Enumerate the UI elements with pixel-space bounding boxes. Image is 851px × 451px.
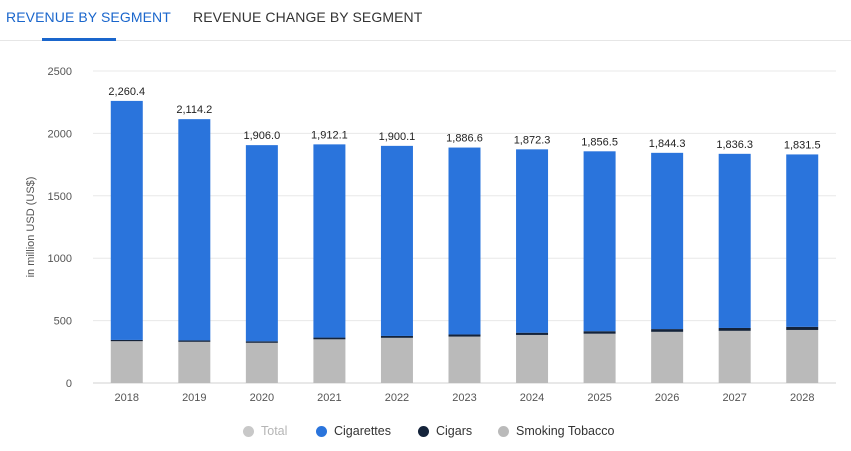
bar-cigars[interactable] <box>651 329 684 332</box>
y-tick-label: 500 <box>54 316 72 328</box>
y-tick-label: 1500 <box>48 191 72 203</box>
x-tick-label: 2024 <box>520 392 544 404</box>
x-tick-label: 2022 <box>385 392 409 404</box>
x-tick-label: 2025 <box>587 392 611 404</box>
total-data-label: 1,844.3 <box>649 138 686 150</box>
bar-cigars[interactable] <box>245 341 278 343</box>
bar-smoking-tobacco[interactable] <box>380 337 413 383</box>
legend-dot-cigars <box>418 425 429 437</box>
active-tab-indicator <box>42 38 116 41</box>
total-data-label: 2,114.2 <box>176 104 212 116</box>
bar-smoking-tobacco[interactable] <box>448 336 481 383</box>
y-tick-label: 2500 <box>48 66 72 78</box>
bar-cigarettes[interactable] <box>448 147 481 335</box>
bar-smoking-tobacco[interactable] <box>516 334 549 383</box>
total-data-label: 1,886.6 <box>446 133 483 145</box>
total-data-label: 1,912.1 <box>311 129 348 141</box>
total-data-label: 1,900.1 <box>379 131 416 143</box>
tab-revenue-by-segment[interactable]: REVENUE BY SEGMENT <box>6 9 171 25</box>
legend-item-cigars[interactable]: Cigars <box>418 424 472 438</box>
bar-cigars[interactable] <box>786 326 819 330</box>
total-data-label: 1,836.3 <box>716 139 753 151</box>
bar-cigarettes[interactable] <box>245 145 278 342</box>
bar-cigars[interactable] <box>718 327 751 331</box>
data-labels: 2,260.4 2,114.2 1,906.0 1,912.1 1,900.1 1,886… <box>108 86 820 152</box>
x-tick-label: 2021 <box>317 392 341 404</box>
legend-label-total: Total <box>261 424 288 438</box>
bar-cigarettes[interactable] <box>380 145 413 336</box>
x-tick-label: 2027 <box>722 392 746 404</box>
bar-cigarettes[interactable] <box>110 100 143 340</box>
bar-smoking-tobacco[interactable] <box>313 339 346 383</box>
bar-smoking-tobacco[interactable] <box>110 341 143 383</box>
total-data-label: 1,856.5 <box>581 136 618 148</box>
legend-item-cigarettes[interactable]: Cigarettes <box>316 424 391 438</box>
y-tick-label: 2000 <box>48 128 72 140</box>
legend-item-smoking-tobacco[interactable]: Smoking Tobacco <box>498 424 614 438</box>
legend-label-cigarettes: Cigarettes <box>334 424 391 438</box>
legend-dot-total <box>243 425 254 437</box>
bar-cigarettes[interactable] <box>313 144 346 338</box>
tab-bar: REVENUE BY SEGMENT REVENUE CHANGE BY SEG… <box>0 0 851 41</box>
x-tick-label: 2028 <box>790 392 814 404</box>
y-tick-label: 1000 <box>48 253 72 265</box>
bar-cigarettes[interactable] <box>583 151 616 332</box>
legend-dot-smoking-tobacco <box>498 425 509 437</box>
bar-cigars[interactable] <box>178 340 211 342</box>
bar-cigars[interactable] <box>516 332 549 335</box>
bar-cigars[interactable] <box>583 331 616 334</box>
bar-cigars[interactable] <box>380 335 413 338</box>
legend-dot-cigarettes <box>316 425 327 437</box>
bar-cigarettes[interactable] <box>718 153 751 328</box>
bar-cigarettes[interactable] <box>651 152 684 330</box>
x-tick-label: 2018 <box>115 392 139 404</box>
bar-smoking-tobacco[interactable] <box>245 342 278 383</box>
y-axis-ticks: 0 500 1000 1500 2000 2500 <box>48 66 72 390</box>
tab-revenue-change-by-segment[interactable]: REVENUE CHANGE BY SEGMENT <box>193 9 423 25</box>
bar-cigarettes[interactable] <box>178 119 211 341</box>
bar-cigarettes[interactable] <box>516 149 549 333</box>
bar-cigars[interactable] <box>313 337 346 340</box>
x-tick-label: 2020 <box>250 392 274 404</box>
bar-cigarettes[interactable] <box>786 154 819 327</box>
stacked-bar-chart: 0 500 1000 1500 2000 2500 in million USD (US$… <box>25 66 836 404</box>
legend-label-cigars: Cigars <box>436 424 473 438</box>
legend-item-total[interactable]: Total <box>243 424 287 438</box>
x-tick-label: 2023 <box>452 392 476 404</box>
bar-cigars[interactable] <box>448 334 481 337</box>
bar-smoking-tobacco[interactable] <box>178 341 211 383</box>
legend-label-smoking-tobacco: Smoking Tobacco <box>516 424 615 438</box>
total-data-label: 1,831.5 <box>784 139 821 151</box>
bar-smoking-tobacco[interactable] <box>718 330 751 383</box>
bars <box>110 100 819 383</box>
bar-smoking-tobacco[interactable] <box>786 329 819 383</box>
total-data-label: 2,260.4 <box>108 86 145 98</box>
x-tick-label: 2026 <box>655 392 679 404</box>
bar-smoking-tobacco[interactable] <box>651 331 684 383</box>
legend: Total Cigarettes Cigars Smoking Tobacco <box>0 420 851 444</box>
x-axis-ticks: 2018 2019 2020 2021 2022 2023 2024 2025 2026 2027… <box>115 392 815 404</box>
bar-cigars[interactable] <box>110 339 143 342</box>
y-tick-label: 0 <box>66 378 72 390</box>
bar-smoking-tobacco[interactable] <box>583 333 616 383</box>
total-data-label: 1,906.0 <box>244 130 281 142</box>
x-tick-label: 2019 <box>182 392 206 404</box>
y-axis-label: in million USD (US$) <box>25 177 37 278</box>
total-data-label: 1,872.3 <box>514 134 551 146</box>
